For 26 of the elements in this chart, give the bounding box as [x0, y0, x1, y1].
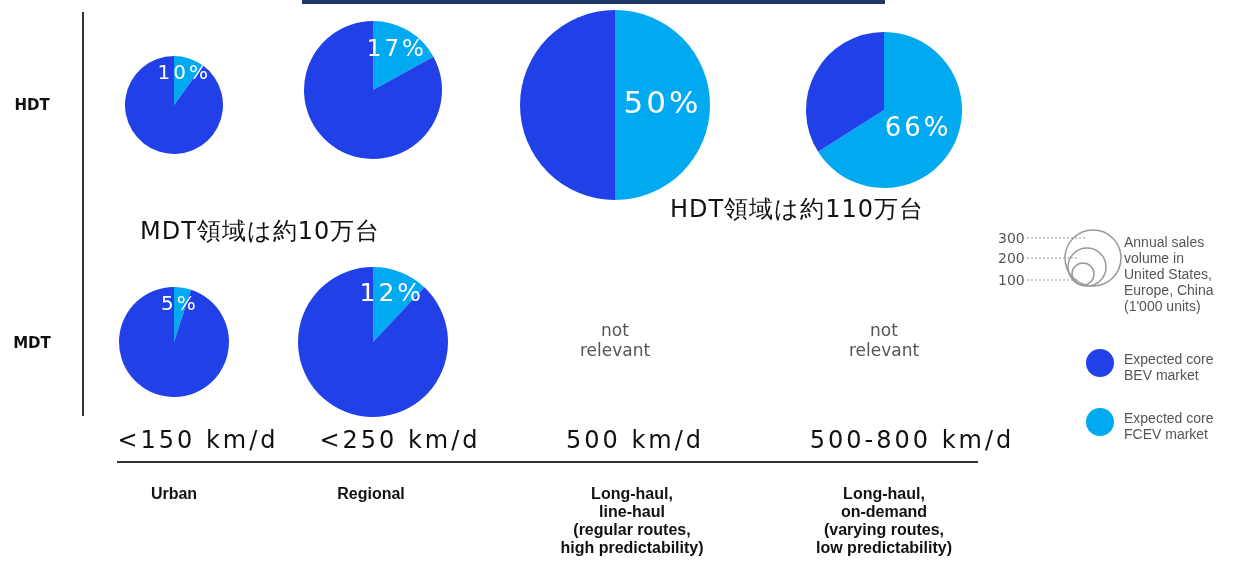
- text: Urban: [150, 485, 198, 503]
- text: Long-haul, on-demand (varying routes, low predictability): [815, 485, 953, 557]
- text: <150 km/d: [117, 426, 279, 454]
- data-label: 12%: [359, 278, 425, 308]
- data-label: 50%: [623, 84, 702, 121]
- text: Expected core BEV market: [1124, 351, 1214, 383]
- text: <250 km/d: [319, 426, 481, 454]
- text: Long-haul, line-haul (regular routes, high predictability): [560, 485, 704, 557]
- data-label: 66%: [884, 111, 952, 142]
- data-label: 10%: [157, 59, 212, 84]
- text: HDT領域は約110万台: [670, 194, 924, 225]
- text: MDT: [13, 334, 51, 352]
- text: Annual sales volume in United States, Europe, China (1'000 units): [1124, 234, 1214, 314]
- text: 500 km/d: [565, 426, 705, 454]
- data-label: 17%: [366, 34, 427, 61]
- text: 200: [998, 250, 1025, 266]
- text: 500-800 km/d: [809, 426, 1015, 454]
- text: 100: [998, 272, 1025, 288]
- text: MDT領域は約10万台: [140, 216, 381, 247]
- text: not relevant: [848, 320, 920, 360]
- data-label: 5%: [160, 291, 199, 316]
- text: HDT: [14, 96, 50, 114]
- text: Expected core FCEV market: [1124, 410, 1214, 442]
- text: not relevant: [579, 320, 651, 360]
- text: Regional: [337, 485, 405, 503]
- text: 300: [998, 230, 1025, 246]
